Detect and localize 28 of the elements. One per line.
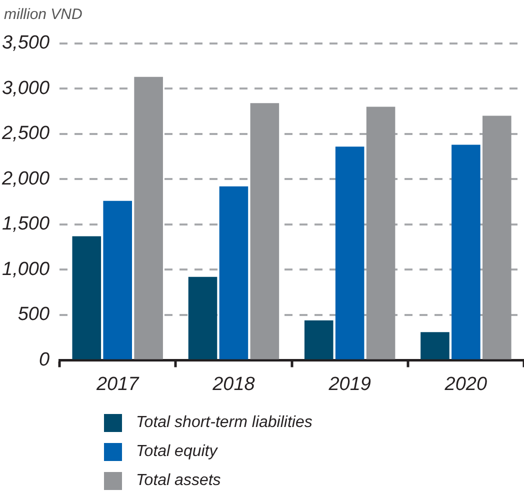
bar — [72, 236, 102, 360]
x-tick-label: 2020 — [444, 374, 488, 395]
legend-label: Total short-term liabilities — [136, 414, 312, 432]
y-tick-label: 0 — [38, 349, 50, 370]
bar — [188, 276, 218, 360]
bar — [304, 320, 334, 360]
y-tick-label: 2,000 — [1, 168, 50, 190]
x-tick-label: 2019 — [328, 374, 372, 395]
y-tick-label: 1,000 — [2, 258, 50, 280]
bar — [335, 146, 364, 360]
y-axis-title: million VND — [4, 6, 82, 23]
bar — [250, 103, 280, 360]
bar — [482, 116, 512, 360]
y-tick-label: 1,500 — [2, 214, 50, 235]
bar — [103, 200, 132, 360]
bar — [420, 332, 450, 360]
y-tick-label: 3,500 — [2, 32, 50, 54]
x-tick-label: 2017 — [95, 374, 140, 395]
legend-label: Total assets — [136, 472, 221, 490]
y-tick-label: 500 — [18, 304, 50, 326]
bar — [219, 186, 248, 360]
legend-label: Total equity — [136, 442, 218, 460]
y-tick-label: 2,500 — [1, 123, 50, 144]
bar — [134, 76, 163, 360]
bar — [452, 144, 480, 360]
bar — [366, 106, 396, 360]
y-tick-label: 3,000 — [2, 78, 50, 99]
x-tick-label: 2018 — [212, 374, 256, 395]
